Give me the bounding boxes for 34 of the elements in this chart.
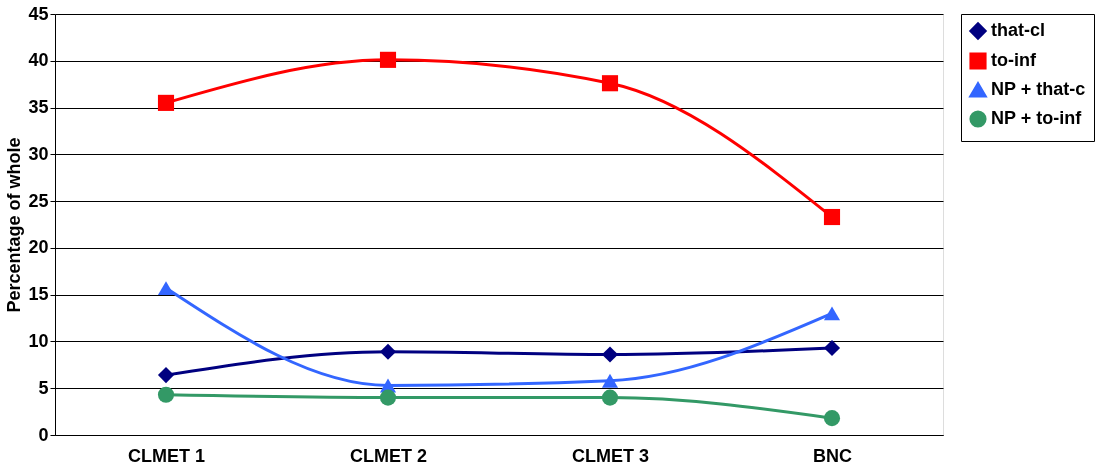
point bbox=[157, 94, 175, 111]
y-axis-title: Percentage of whole bbox=[4, 137, 25, 313]
point bbox=[157, 386, 175, 403]
point bbox=[379, 343, 397, 360]
legend-label: NP + that-c bbox=[991, 79, 1086, 99]
point bbox=[601, 389, 619, 406]
y-tick-label: 40 bbox=[28, 50, 49, 71]
point bbox=[157, 367, 175, 384]
x-tick-label: BNC bbox=[813, 445, 852, 466]
y-tick-label: 35 bbox=[28, 97, 49, 118]
legend-label: that-cl bbox=[991, 20, 1045, 40]
point bbox=[601, 373, 619, 388]
point bbox=[157, 281, 175, 296]
point bbox=[823, 208, 841, 226]
legend-label: to-inf bbox=[991, 50, 1037, 70]
y-tick-label: 0 bbox=[38, 424, 49, 445]
point bbox=[823, 410, 841, 427]
point bbox=[379, 389, 397, 406]
point bbox=[601, 75, 619, 92]
y-tick-label: 25 bbox=[28, 190, 49, 211]
y-tick-label: 30 bbox=[28, 143, 49, 164]
y-tick-label: 45 bbox=[28, 3, 49, 24]
y-tick-label: 20 bbox=[28, 237, 49, 258]
x-tick-label: CLMET 2 bbox=[349, 445, 428, 466]
point bbox=[823, 339, 841, 357]
x-tick-label: CLMET 3 bbox=[571, 445, 650, 466]
point bbox=[379, 51, 397, 68]
point bbox=[823, 306, 841, 321]
point bbox=[601, 346, 619, 363]
y-tick-label: 5 bbox=[38, 377, 49, 398]
y-tick-label: 15 bbox=[28, 284, 49, 305]
legend-label: NP + to-inf bbox=[991, 108, 1083, 128]
x-tick-label: CLMET 1 bbox=[127, 445, 206, 466]
y-tick-label: 10 bbox=[28, 330, 49, 351]
